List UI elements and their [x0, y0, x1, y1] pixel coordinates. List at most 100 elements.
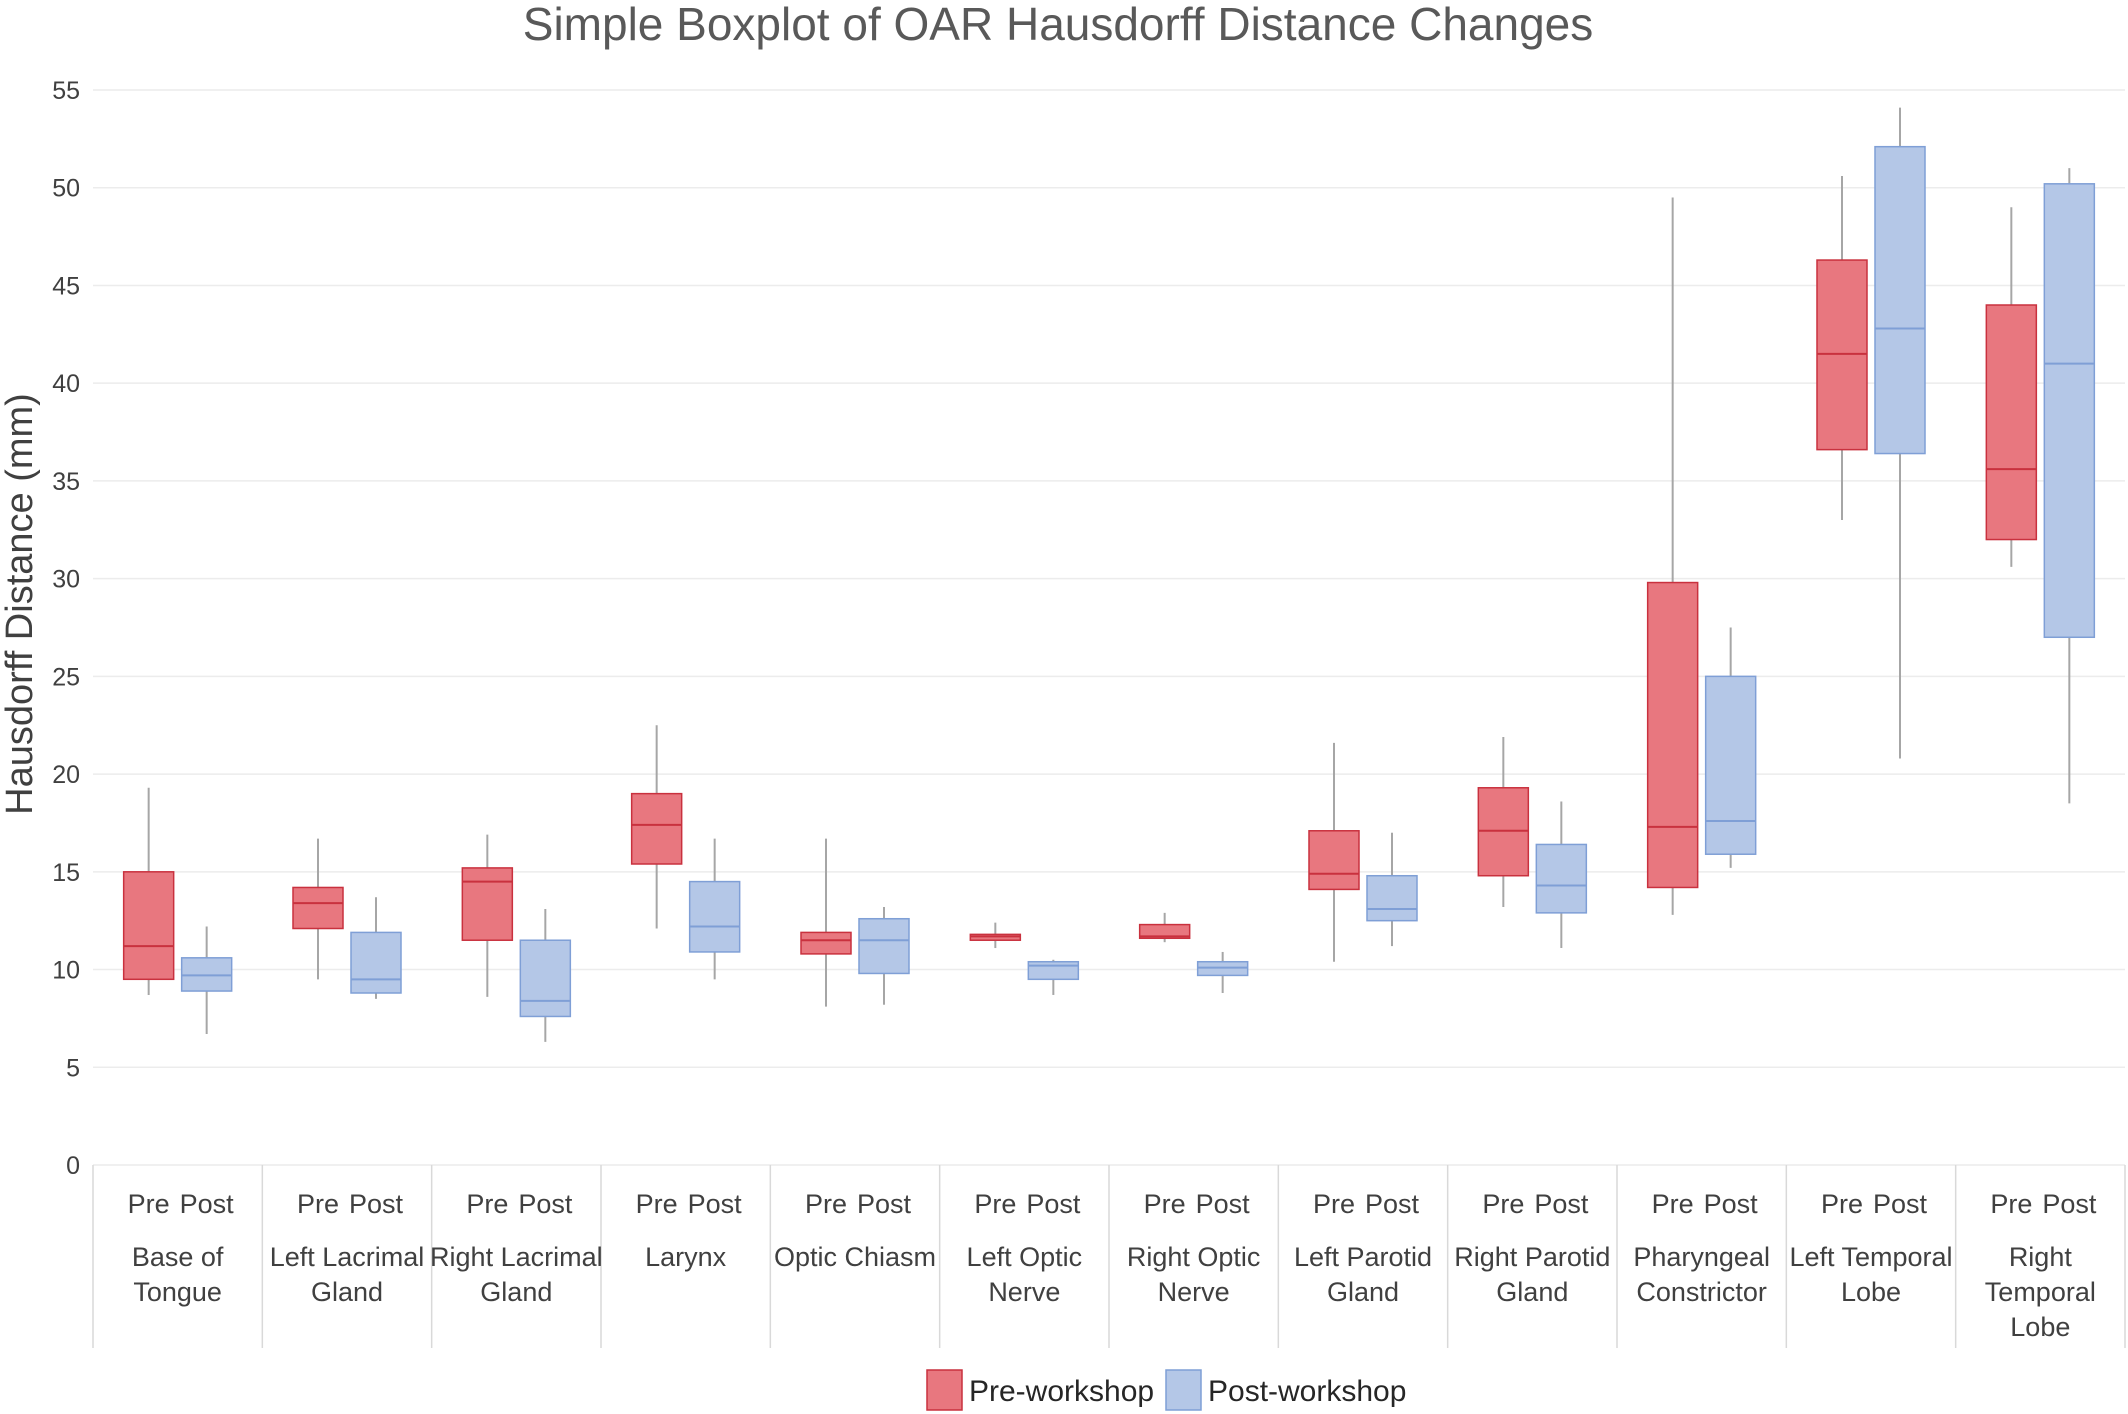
- box-post: [688, 880, 741, 953]
- legend: Pre-workshop Post-workshop: [926, 1369, 1406, 1411]
- category-label: Gland: [1496, 1277, 1568, 1307]
- sub-label-post: Post: [1873, 1189, 1928, 1219]
- box-pre: [292, 886, 344, 930]
- sub-label-pre: Pre: [805, 1189, 847, 1219]
- legend-label: Post-workshop: [1208, 1375, 1406, 1408]
- category-group: [969, 922, 1080, 995]
- sub-label-pre: Pre: [1482, 1189, 1524, 1219]
- sub-label-pre: Pre: [128, 1189, 170, 1219]
- category-group: [1985, 168, 2096, 804]
- sub-label-pre: Pre: [466, 1189, 508, 1219]
- sub-label-pre: Pre: [1144, 1189, 1186, 1219]
- box-post: [858, 917, 910, 975]
- y-tick-label: 30: [52, 566, 80, 594]
- box-post: [2043, 183, 2096, 639]
- category-label: Temporal: [1985, 1277, 2096, 1307]
- sub-label-pre: Pre: [1313, 1189, 1355, 1219]
- sub-label-post: Post: [2042, 1189, 2097, 1219]
- category-group: [122, 787, 233, 1035]
- boxes: [122, 107, 2096, 1042]
- sub-label-post: Post: [1026, 1189, 1081, 1219]
- box-pre: [122, 871, 175, 981]
- category-label: Lobe: [1841, 1277, 1901, 1307]
- box-pre: [1646, 581, 1699, 889]
- category-group: [1816, 107, 1926, 759]
- sub-label-post: Post: [688, 1189, 743, 1219]
- box-post: [1535, 843, 1588, 914]
- y-tick-label: 25: [52, 663, 80, 691]
- category-label: Right Parotid: [1454, 1242, 1610, 1272]
- y-tick-label: 35: [52, 468, 80, 496]
- box-pre: [1308, 830, 1360, 891]
- legend-swatch: [1165, 1369, 1202, 1411]
- y-tick-label: 10: [52, 957, 80, 985]
- category-label: Right Lacrimal: [430, 1242, 603, 1272]
- sub-label-pre: Pre: [1990, 1189, 2032, 1219]
- y-axis-label: Hausdorff Distance (mm): [0, 393, 41, 815]
- box-post: [350, 931, 402, 994]
- y-tick-label: 0: [66, 1152, 80, 1180]
- category-group: [630, 725, 741, 980]
- box-pre: [800, 931, 852, 955]
- category-group: [1477, 736, 1588, 949]
- y-tick-label: 20: [52, 761, 80, 789]
- category-label: Left Lacrimal: [270, 1242, 425, 1272]
- sub-label-post: Post: [349, 1189, 404, 1219]
- box-post: [1704, 675, 1757, 855]
- box-pre: [1138, 923, 1191, 940]
- sub-label-post: Post: [1196, 1189, 1251, 1219]
- category-label: Gland: [311, 1277, 383, 1307]
- category-label: Gland: [480, 1277, 552, 1307]
- box-post: [1874, 145, 1926, 455]
- box-pre: [461, 867, 514, 941]
- category-label: Right: [2009, 1242, 2073, 1272]
- sub-label-post: Post: [518, 1189, 573, 1219]
- category-label: Lobe: [2010, 1312, 2070, 1342]
- category-group: [800, 838, 910, 1007]
- box-post: [1027, 960, 1080, 981]
- category-group: [1646, 197, 1757, 915]
- sub-label-post: Post: [180, 1189, 235, 1219]
- box-pre: [630, 792, 683, 865]
- legend-label: Pre-workshop: [969, 1375, 1154, 1408]
- category-label: Pharyngeal: [1633, 1242, 1770, 1272]
- category-label: Tongue: [133, 1277, 222, 1307]
- box-post: [519, 939, 572, 1018]
- y-axis-ticks: 0 5 10 15 20 25 30 35 40 45 50 55: [52, 77, 80, 1180]
- category-label: Left Parotid: [1294, 1242, 1432, 1272]
- category-labels: Pre Post Base of Tongue Pre Post Left Lacrimal…: [128, 1189, 2097, 1342]
- category-label: Nerve: [988, 1277, 1060, 1307]
- category-label: Left Optic: [967, 1242, 1083, 1272]
- category-label: Constrictor: [1636, 1277, 1767, 1307]
- category-label: Optic Chiasm: [774, 1242, 936, 1272]
- y-tick-label: 45: [52, 272, 80, 300]
- category-label: Gland: [1327, 1277, 1399, 1307]
- sub-label-post: Post: [1704, 1189, 1759, 1219]
- sub-label-pre: Pre: [636, 1189, 678, 1219]
- chart-title: Simple Boxplot of OAR Hausdorff Distance…: [523, 0, 1593, 50]
- sub-label-pre: Pre: [1652, 1189, 1694, 1219]
- sub-label-post: Post: [1534, 1189, 1589, 1219]
- category-group: [1308, 742, 1418, 962]
- box-pre: [1985, 304, 2038, 541]
- category-label: Larynx: [645, 1242, 727, 1272]
- category-label: Right Optic: [1127, 1242, 1261, 1272]
- y-tick-label: 15: [52, 859, 80, 887]
- category-label: Nerve: [1158, 1277, 1230, 1307]
- category-group: [292, 838, 402, 999]
- legend-swatch: [926, 1369, 963, 1411]
- category-group: [461, 834, 572, 1042]
- gridlines: [93, 89, 2125, 1166]
- sub-label-pre: Pre: [297, 1189, 339, 1219]
- sub-label-post: Post: [1365, 1189, 1420, 1219]
- sub-label-pre: Pre: [974, 1189, 1016, 1219]
- sub-label-pre: Pre: [1821, 1189, 1863, 1219]
- sub-label-post: Post: [857, 1189, 912, 1219]
- y-tick-label: 40: [52, 370, 80, 398]
- category-label: Base of: [132, 1242, 224, 1272]
- box-post: [1366, 874, 1418, 922]
- y-tick-label: 50: [52, 175, 80, 203]
- category-label: Left Temporal: [1789, 1242, 1952, 1272]
- y-tick-label: 5: [66, 1054, 80, 1082]
